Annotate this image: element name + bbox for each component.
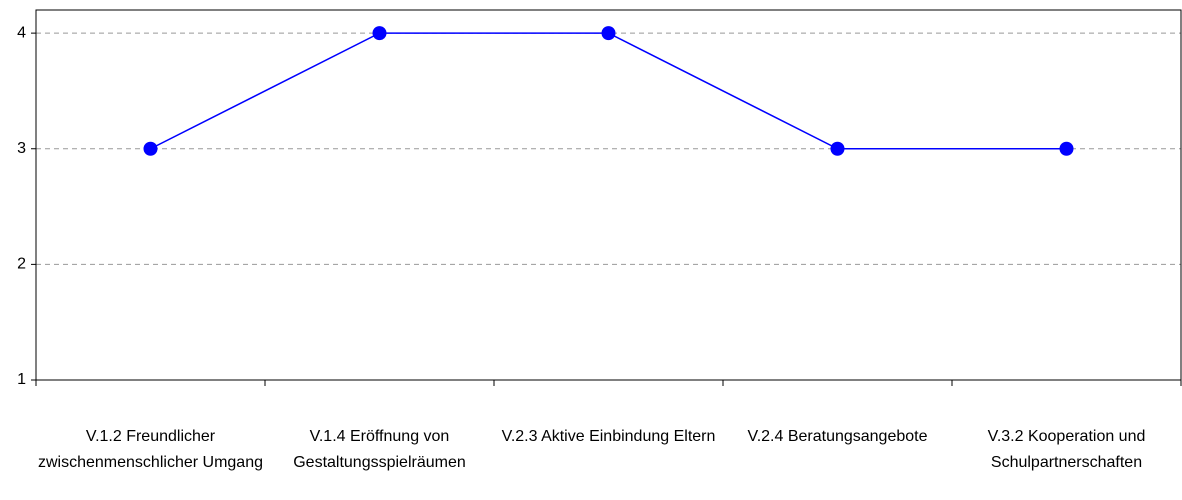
x-tick-label: V.1.2 Freundlicher zwischenmenschlicher …: [38, 428, 263, 471]
marker: [830, 141, 845, 156]
y-tick-label: 4: [17, 24, 26, 41]
x-tick-label: V.3.2 Kooperation und Schulpartnerschaft…: [987, 428, 1146, 471]
line: [150, 32, 1067, 150]
y-tick-label: 2: [17, 256, 26, 273]
marker: [1059, 141, 1074, 156]
plot-frame: [35, 9, 1182, 381]
x-tick-label: V.2.4 Beratungsangebote: [747, 428, 928, 445]
marker: [143, 141, 158, 156]
y-tick-label: 1: [17, 371, 26, 388]
y-tick-label: 3: [17, 140, 26, 157]
x-tick-label: V.1.4 Eröffnung von Gestaltungsspielräum…: [293, 428, 466, 471]
marker: [372, 26, 387, 41]
x-tick-label: V.2.3 Aktive Einbindung Eltern: [501, 428, 716, 445]
marker: [601, 26, 616, 41]
